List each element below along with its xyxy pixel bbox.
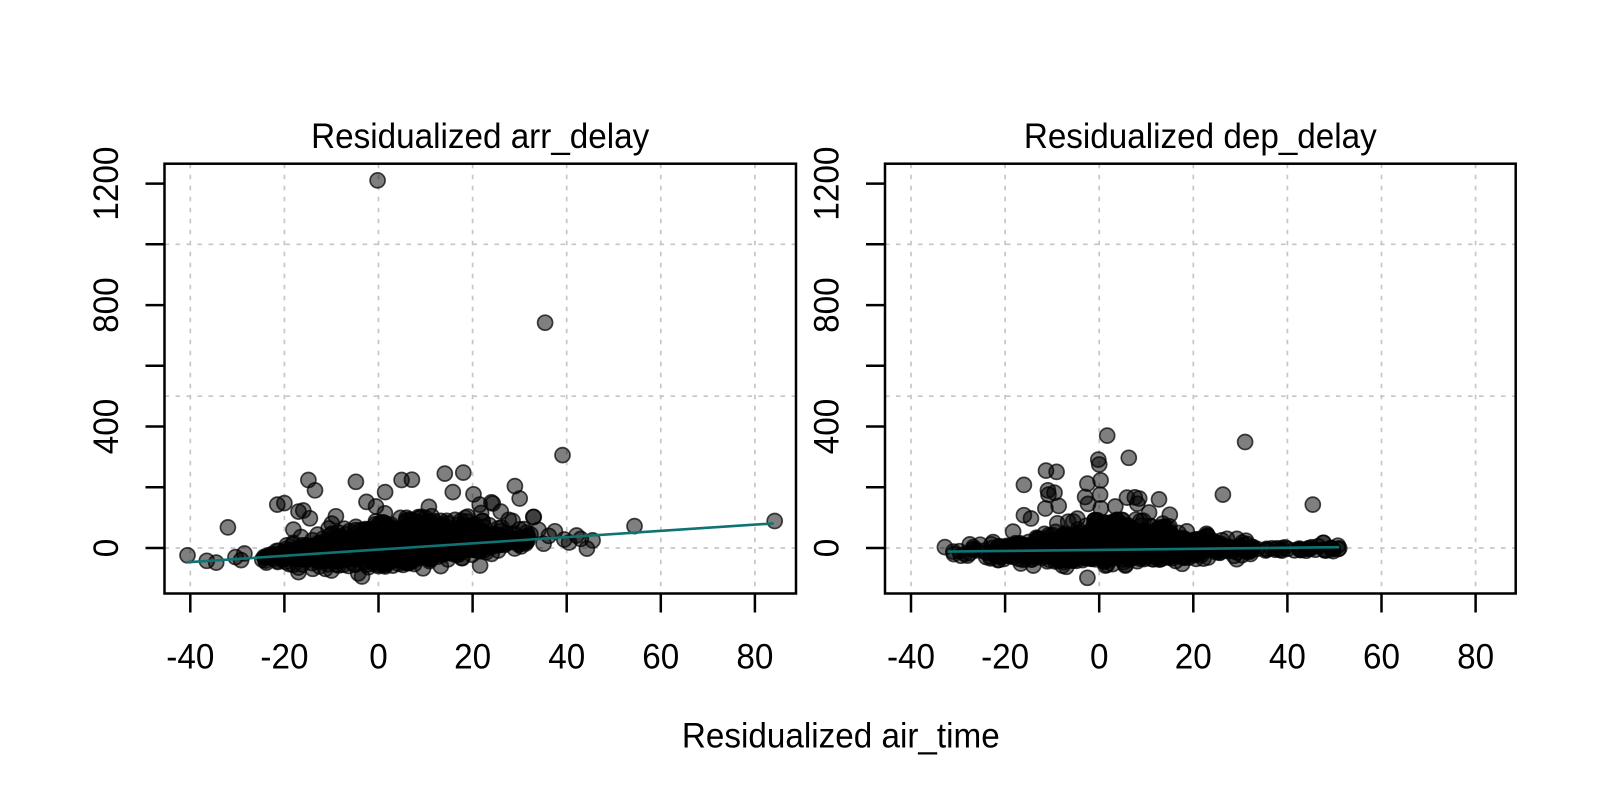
svg-text:400: 400 — [87, 399, 126, 454]
svg-text:80: 80 — [1457, 638, 1494, 677]
svg-text:Residualized arr_delay: Residualized arr_delay — [311, 117, 649, 156]
svg-text:-40: -40 — [887, 638, 935, 677]
svg-text:1200: 1200 — [87, 147, 126, 221]
svg-text:-20: -20 — [981, 638, 1029, 677]
svg-text:40: 40 — [548, 638, 585, 677]
svg-text:60: 60 — [642, 638, 679, 677]
svg-text:-40: -40 — [166, 638, 214, 677]
svg-text:Residualized dep_delay: Residualized dep_delay — [1024, 117, 1377, 156]
svg-text:20: 20 — [1175, 638, 1212, 677]
svg-text:1200: 1200 — [808, 147, 847, 221]
svg-text:800: 800 — [808, 277, 847, 332]
svg-text:800: 800 — [87, 277, 126, 332]
svg-text:0: 0 — [369, 638, 387, 677]
svg-text:0: 0 — [808, 539, 847, 557]
svg-text:80: 80 — [736, 638, 773, 677]
svg-text:Residualized air_time: Residualized air_time — [682, 717, 1000, 756]
svg-text:0: 0 — [87, 539, 126, 557]
svg-text:40: 40 — [1269, 638, 1306, 677]
svg-text:20: 20 — [454, 638, 491, 677]
svg-text:60: 60 — [1363, 638, 1400, 677]
svg-text:0: 0 — [1090, 638, 1108, 677]
svg-text:400: 400 — [808, 399, 847, 454]
svg-text:-20: -20 — [260, 638, 308, 677]
